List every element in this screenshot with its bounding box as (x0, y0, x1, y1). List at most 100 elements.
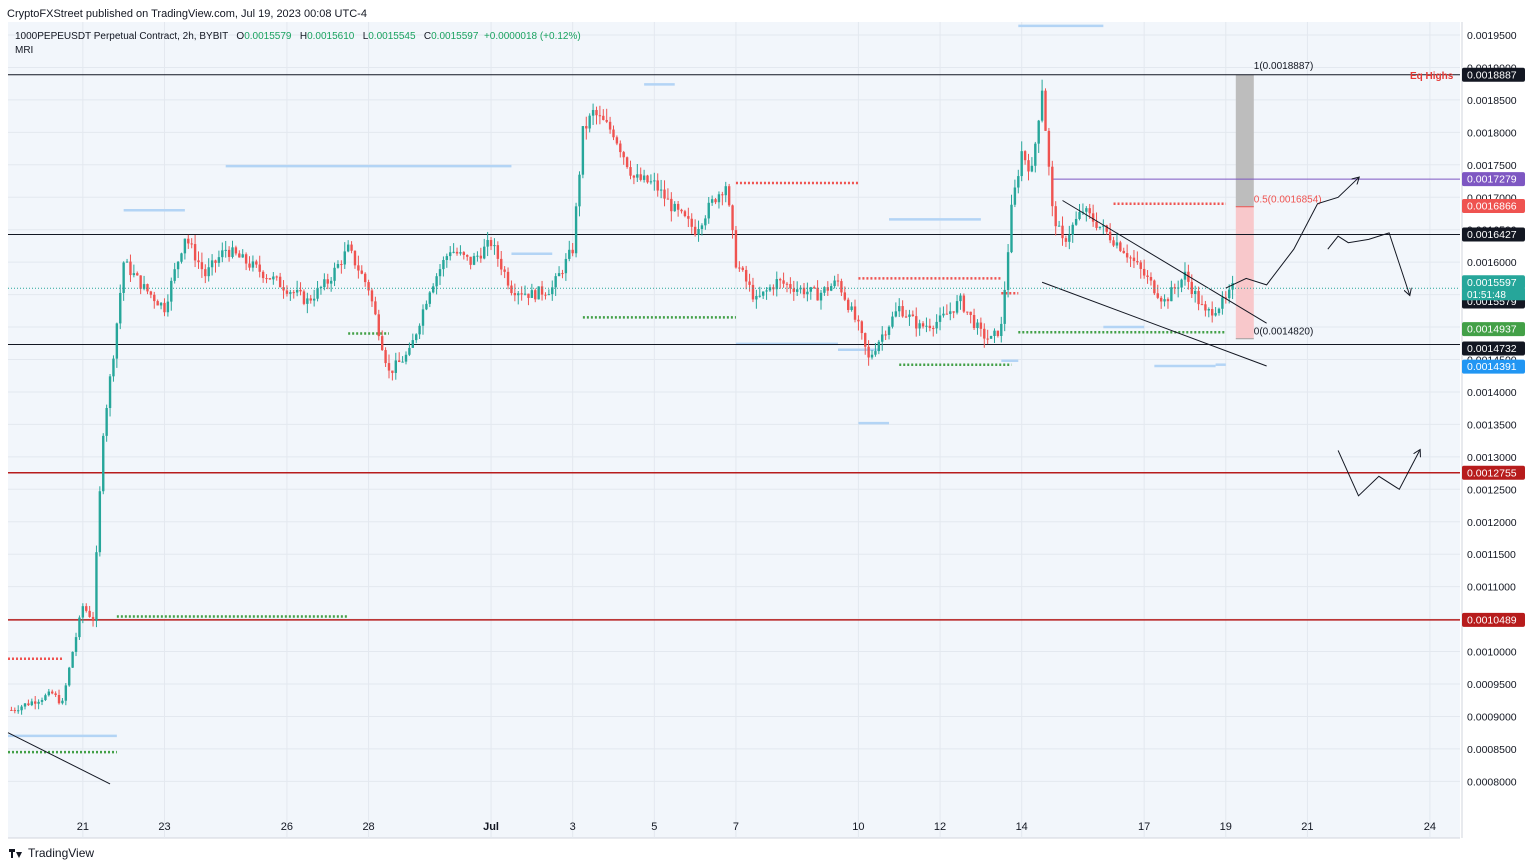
candle-body (1173, 287, 1176, 289)
candle-body (472, 256, 476, 265)
candle-body (411, 340, 414, 348)
candle-body (656, 180, 659, 191)
candle-body (122, 262, 125, 293)
publisher-bar: CryptoFXStreet published on TradingView.… (0, 0, 1536, 22)
candle-body (690, 218, 693, 227)
candle-body (329, 280, 333, 284)
candle-body (1017, 176, 1020, 188)
axis-price-tag: 0.0012755 (1462, 465, 1525, 480)
axis-price-tag-bg (1462, 341, 1525, 356)
candle-body (1030, 165, 1034, 172)
candle-body (847, 299, 850, 310)
candle-body (608, 121, 612, 130)
candle-body (442, 260, 445, 270)
axis-price-tag-bg (1462, 227, 1525, 242)
candle-body (1153, 280, 1156, 294)
candle-body (306, 298, 309, 304)
y-tick-label: 0.0019500 (1467, 30, 1517, 42)
candle-body (1095, 221, 1098, 228)
candle-body (278, 276, 282, 288)
candle-body (1197, 290, 1200, 305)
y-tick-label: 0.0012500 (1467, 484, 1517, 496)
candle-body (268, 278, 272, 280)
candle-body (74, 637, 78, 652)
candle-body (1037, 120, 1040, 144)
candle-body (357, 265, 360, 271)
y-tick-label: 0.0018500 (1467, 95, 1517, 107)
candle-body (704, 218, 707, 226)
legend-c-label: C (423, 31, 432, 42)
candle-body (380, 336, 384, 351)
candle-body (387, 363, 391, 371)
candle-body (350, 244, 353, 251)
axis-price-tag-text: 0.0014937 (1467, 324, 1517, 336)
candle-body (149, 291, 153, 295)
candle-body (1108, 231, 1112, 241)
candle-body (125, 261, 129, 263)
candle-body (646, 175, 649, 183)
candle-body (1105, 225, 1108, 232)
candle-body (840, 281, 843, 293)
candle-body (353, 250, 357, 266)
candle-body (574, 206, 578, 254)
wedge-upper-line (1062, 200, 1267, 324)
candle-body (534, 290, 537, 300)
legend-high: 0.0015610 (307, 31, 355, 42)
candle-body (1044, 90, 1047, 131)
y-tick-label: 0.0012000 (1467, 517, 1517, 529)
candle-body (61, 700, 64, 704)
x-tick-label: 14 (1016, 821, 1028, 833)
candle-body (921, 323, 925, 327)
fib-upper-zone (1235, 74, 1254, 207)
candle-body (261, 271, 265, 279)
candle-body (976, 322, 979, 329)
candle-body (1040, 90, 1044, 121)
candle-body (255, 261, 258, 265)
candle-body (717, 194, 721, 203)
legend-l-label: L (362, 31, 369, 42)
candle-body (1051, 166, 1054, 207)
candle-body (78, 617, 81, 638)
candle-body (51, 691, 54, 694)
candle-body (506, 271, 510, 286)
axis-price-tag-text: 0.0016866 (1467, 200, 1517, 212)
candle-body (323, 279, 326, 288)
candle-body (785, 283, 789, 285)
candle-body (959, 295, 962, 302)
candle-body (54, 693, 57, 696)
candle-body (540, 286, 544, 295)
candle-body (1000, 323, 1003, 336)
candle-body (751, 284, 755, 300)
eq-highs-label: Eq Highs (1410, 71, 1454, 82)
fib-lower-zone (1235, 206, 1254, 339)
candle-body (428, 292, 432, 304)
x-tick-label: Jul (483, 821, 499, 833)
candle-body (64, 685, 68, 701)
candle-body (1183, 271, 1187, 280)
countdown-text: 01:51:48 (1467, 290, 1506, 301)
candle-body (738, 267, 741, 269)
candle-body (908, 314, 911, 317)
candle-body (333, 267, 336, 281)
candle-body (139, 275, 142, 289)
candle-body (312, 298, 316, 301)
candle-body (1227, 289, 1231, 299)
candle-body (721, 194, 724, 196)
candle-body (911, 314, 915, 317)
candle-body (1061, 225, 1064, 239)
candle-body (363, 273, 367, 283)
candle-body (986, 338, 989, 340)
candle-body (170, 280, 173, 302)
candle-body (394, 360, 397, 373)
candle-body (258, 264, 261, 272)
candle-body (309, 298, 312, 301)
candle-body (449, 252, 452, 257)
candle-body (1214, 313, 1217, 316)
candle-body (1136, 261, 1139, 263)
candle-body (517, 293, 520, 296)
candle-body (469, 256, 472, 265)
candle-body (173, 269, 176, 281)
tradingview-logo[interactable]: TradingView (9, 846, 94, 860)
candle-body (435, 276, 438, 287)
